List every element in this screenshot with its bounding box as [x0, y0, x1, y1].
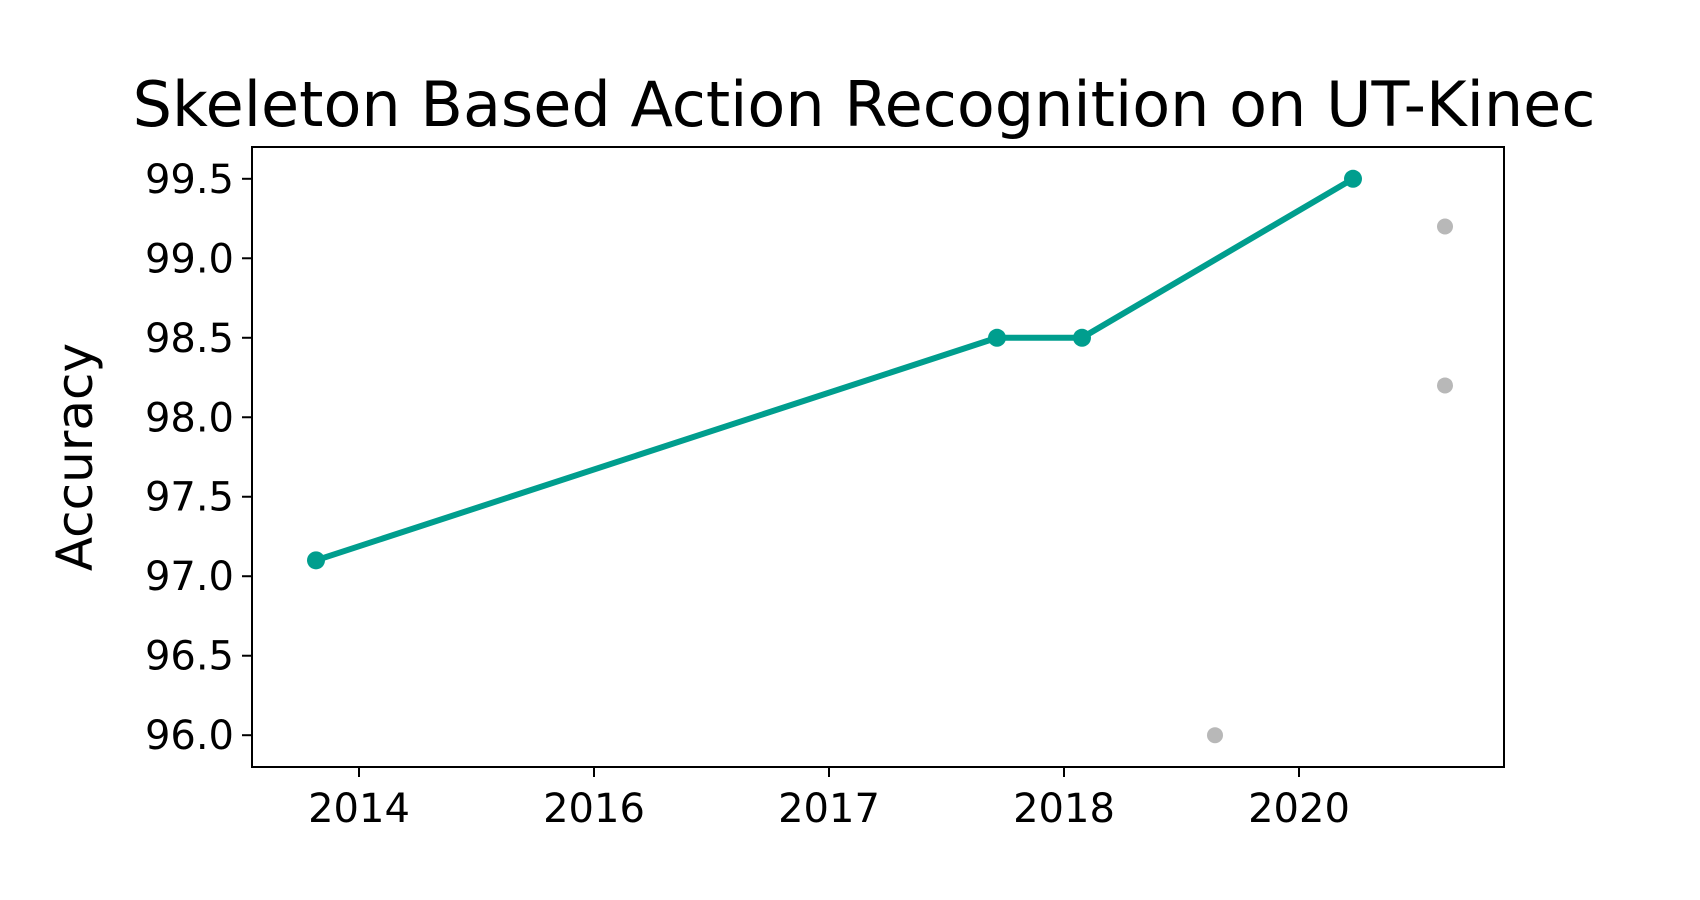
x-tick-label: 2014 — [308, 786, 410, 832]
y-tick-label: 97.5 — [145, 475, 234, 521]
y-tick-label: 99.5 — [145, 157, 234, 203]
y-axis: 96.0 96.5 97.0 97.5 98.0 98.5 99.0 99.5 — [145, 157, 252, 759]
x-axis: 2014 2016 2017 2018 2020 — [308, 767, 1350, 832]
y-tick-label: 96.0 — [145, 713, 234, 759]
data-point-series-1-2 — [1437, 377, 1453, 394]
x-tick-label: 2016 — [543, 786, 645, 832]
data-point-series-1-0 — [1207, 727, 1223, 744]
data-point-series-0-1 — [988, 328, 1006, 347]
data-point-series-0-2 — [1073, 328, 1091, 347]
series-layer — [307, 169, 1453, 744]
x-tick-label: 2020 — [1248, 786, 1350, 832]
data-point-series-0-3 — [1344, 169, 1362, 188]
x-tick-label: 2018 — [1013, 786, 1115, 832]
y-tick-label: 99.0 — [145, 236, 234, 282]
chart-title: Skeleton Based Action Recognition on UT-… — [133, 68, 1596, 141]
y-axis-label: Accuracy — [46, 343, 104, 571]
x-tick-label: 2017 — [778, 786, 880, 832]
y-tick-label: 97.0 — [145, 554, 234, 600]
data-point-series-1-1 — [1437, 218, 1453, 235]
y-tick-label: 98.5 — [145, 316, 234, 362]
plot-frame — [251, 146, 1505, 768]
y-tick-label: 98.0 — [145, 395, 234, 441]
y-tick-label: 96.5 — [145, 634, 234, 680]
series-line-0 — [313, 175, 1356, 564]
data-point-series-0-0 — [307, 551, 325, 570]
